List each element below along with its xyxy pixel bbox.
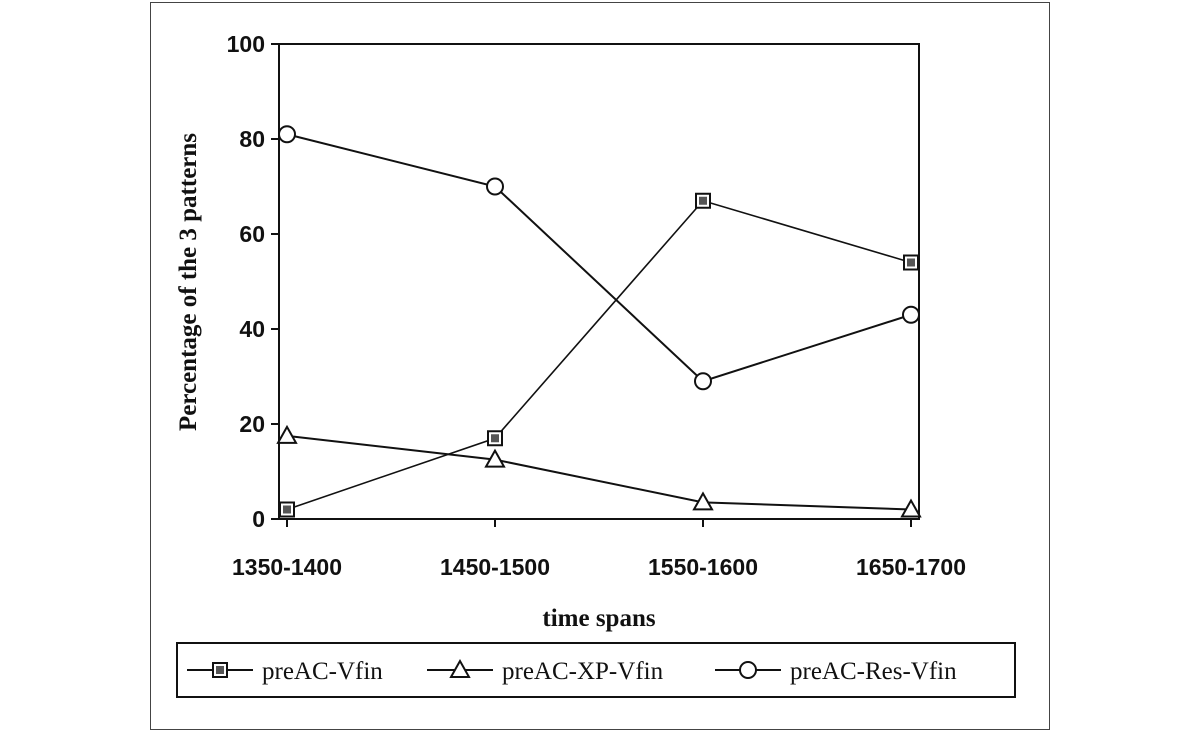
y-tick-label: 20 xyxy=(239,411,265,437)
legend-marker-preac-res-vfin xyxy=(739,661,757,679)
data-point-preac-res-vfin xyxy=(902,305,920,324)
y-axis-ticks: 0 20 40 60 80 100 xyxy=(227,31,279,532)
legend-label: preAC-XP-Vfin xyxy=(502,658,664,685)
series-markers xyxy=(276,125,922,518)
legend-item-preac-res-vfin: preAC-Res-Vfin xyxy=(715,658,957,685)
x-tick-label: 1350-1400 xyxy=(232,554,342,580)
y-tick-label: 40 xyxy=(239,316,265,342)
plot-area xyxy=(278,43,920,520)
x-axis-title: time spans xyxy=(542,605,655,632)
legend-box xyxy=(176,642,1016,698)
legend-marker-preac-vfin xyxy=(212,662,228,678)
legend-item-preac-xp-vfin: preAC-XP-Vfin xyxy=(427,658,664,685)
series-line-preac-vfin xyxy=(286,199,912,511)
data-point-preac-xp-vfin xyxy=(692,491,714,511)
series-lines xyxy=(286,133,912,511)
data-point-preac-vfin xyxy=(695,192,711,209)
data-point-preac-xp-vfin xyxy=(900,498,922,518)
x-tick-label: 1550-1600 xyxy=(648,554,758,580)
x-axis-ticks: 1350-1400 1450-1500 1550-1600 1650-1700 xyxy=(232,519,966,580)
y-axis-title: Percentage of the 3 patterns xyxy=(175,133,202,431)
legend-label: preAC-Res-Vfin xyxy=(790,658,957,685)
data-point-preac-vfin xyxy=(903,254,919,271)
legend: preAC-Vfin preAC-XP-Vfin preAC-Res-Vfin xyxy=(176,642,1016,698)
x-tick-label: 1650-1700 xyxy=(856,554,966,580)
series-line-preac-res-vfin xyxy=(286,133,912,383)
y-tick-label: 100 xyxy=(227,31,265,57)
data-point-preac-xp-vfin xyxy=(484,448,506,468)
legend-label: preAC-Vfin xyxy=(262,658,383,685)
series-line-preac-xp-vfin xyxy=(286,434,912,511)
data-point-preac-vfin xyxy=(279,501,295,518)
y-tick-label: 0 xyxy=(252,506,265,532)
data-point-preac-xp-vfin xyxy=(276,424,298,444)
figure-frame xyxy=(150,2,1050,730)
data-point-preac-res-vfin xyxy=(278,125,296,144)
plot-border xyxy=(278,43,920,520)
legend-marker-preac-xp-vfin xyxy=(449,658,471,678)
legend-item-preac-vfin: preAC-Vfin xyxy=(187,658,383,685)
y-tick-label: 80 xyxy=(239,126,265,152)
data-point-preac-res-vfin xyxy=(694,372,712,391)
y-tick-label: 60 xyxy=(239,221,265,247)
data-point-preac-res-vfin xyxy=(486,177,504,196)
data-point-preac-vfin xyxy=(487,430,503,447)
x-tick-label: 1450-1500 xyxy=(440,554,550,580)
